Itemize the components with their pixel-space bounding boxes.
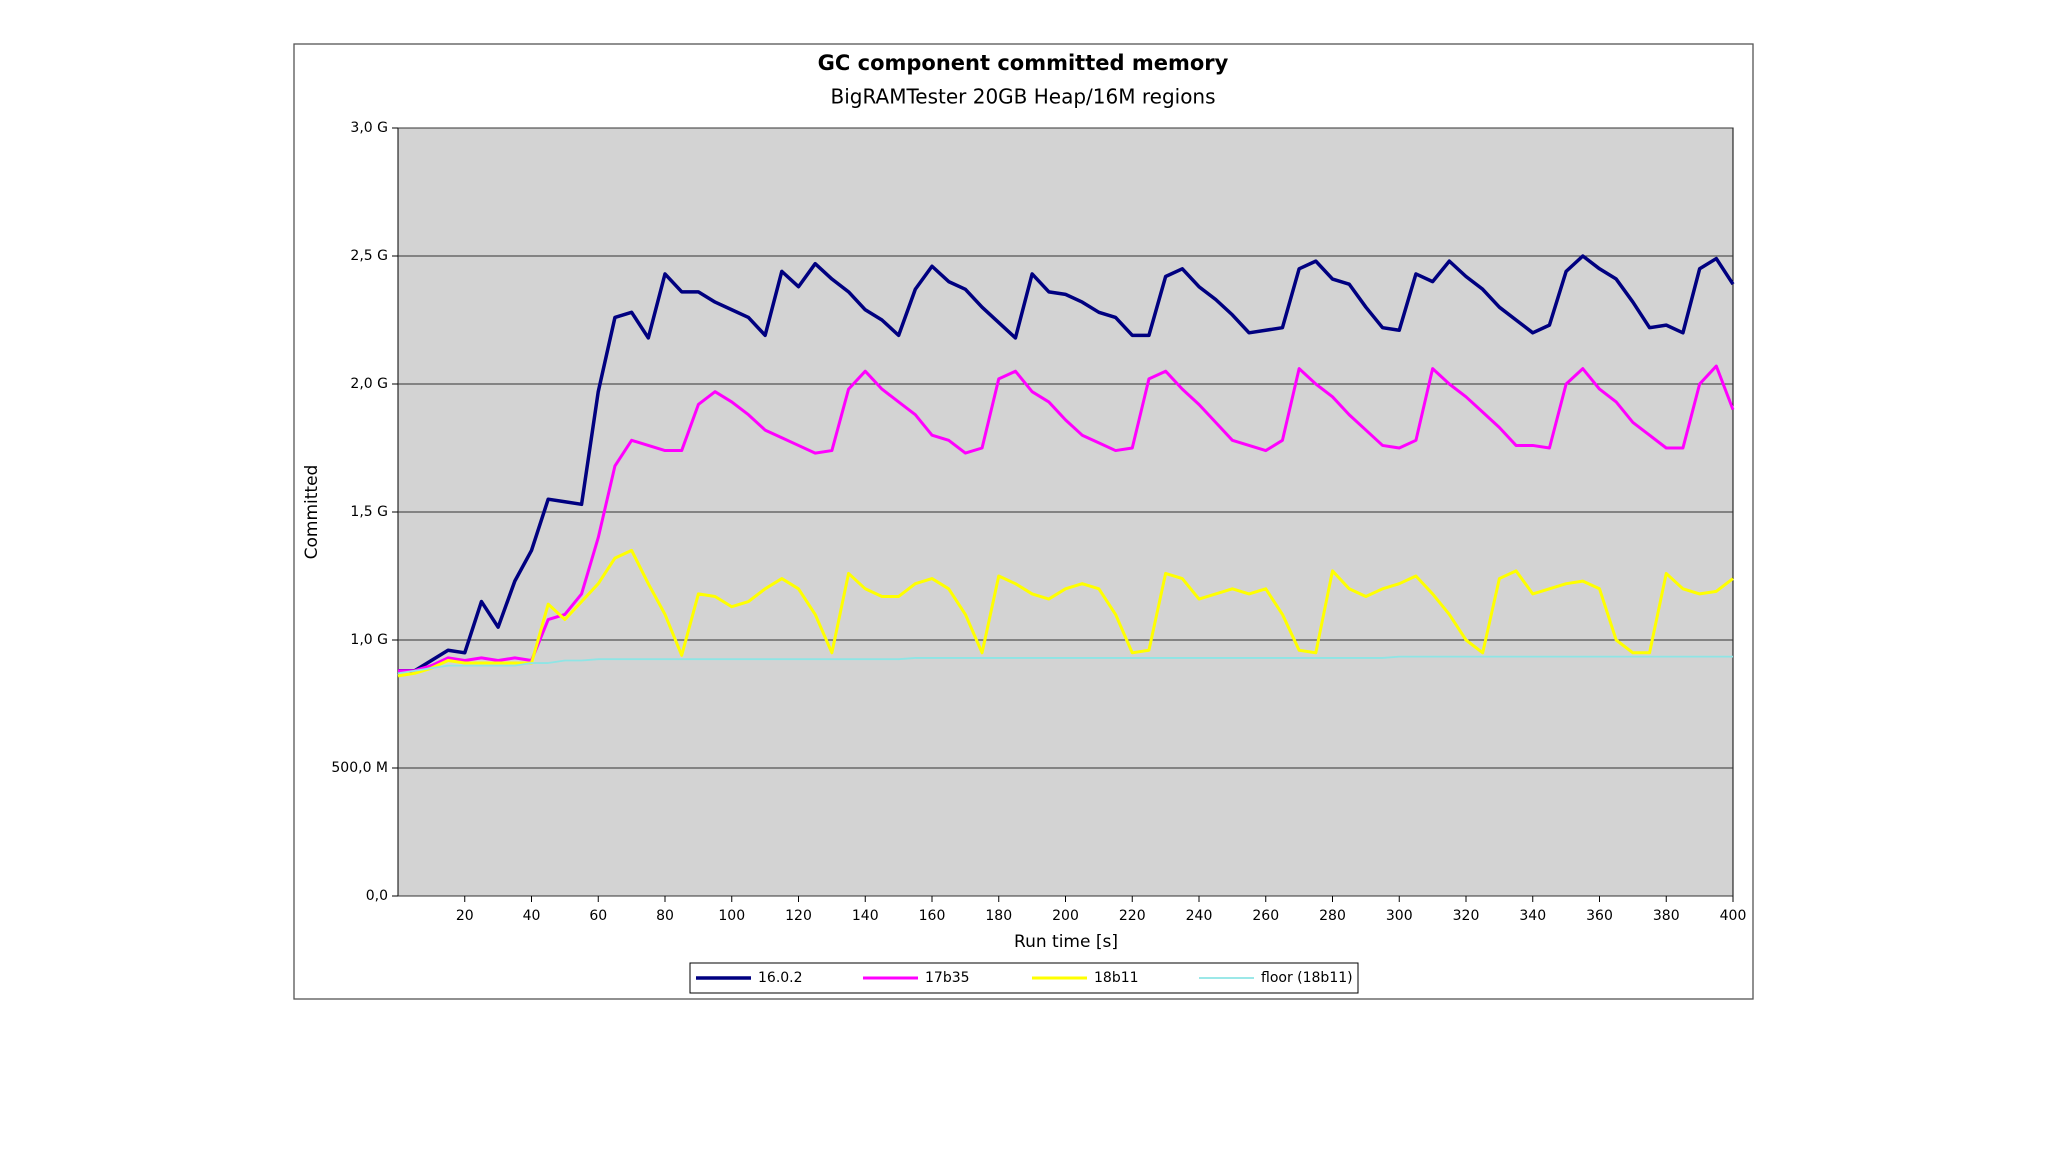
y-axis-label: Committed (302, 465, 322, 560)
x-tick-label: 140 (852, 908, 879, 924)
x-axis-label: Run time [s] (1014, 932, 1118, 952)
x-tick-label: 180 (985, 908, 1012, 924)
x-tick-label: 160 (919, 908, 946, 924)
x-tick-label: 100 (718, 908, 745, 924)
chart-title: GC component committed memory (818, 51, 1229, 75)
x-tick-label: 240 (1186, 908, 1213, 924)
x-tick-label: 300 (1386, 908, 1413, 924)
y-tick-label: 3,0 G (350, 120, 388, 136)
y-tick-label: 500,0 M (331, 760, 388, 776)
y-tick-label: 2,0 G (350, 376, 388, 392)
x-tick-label: 340 (1519, 908, 1546, 924)
series-line (398, 254, 1735, 673)
legend-label: 17b35 (925, 970, 970, 986)
series-line (397, 655, 1733, 675)
x-tick-label: 400 (1720, 908, 1747, 924)
y-tick-label: 1,5 G (350, 504, 388, 520)
x-tick-label: 60 (589, 908, 607, 924)
chart-subtitle: BigRAMTester 20GB Heap/16M regions (830, 85, 1215, 109)
x-tick-label: 220 (1119, 908, 1146, 924)
y-tick-label: 2,5 G (350, 248, 388, 264)
x-tick-label: 360 (1586, 908, 1613, 924)
x-tick-label: 20 (456, 908, 474, 924)
x-tick-label: 80 (656, 908, 674, 924)
x-tick-label: 320 (1453, 908, 1480, 924)
legend-label: floor (18b11) (1261, 970, 1353, 986)
x-tick-label: 380 (1653, 908, 1680, 924)
x-tick-label: 260 (1252, 908, 1279, 924)
legend-label: 16.0.2 (758, 970, 803, 986)
y-tick-label: 1,0 G (350, 632, 388, 648)
series-line (398, 364, 1735, 673)
x-tick-label: 120 (785, 908, 812, 924)
x-tick-label: 40 (523, 908, 541, 924)
legend-label: 18b11 (1094, 970, 1139, 986)
x-tick-label: 200 (1052, 908, 1079, 924)
y-tick-label: 0,0 (366, 888, 388, 904)
x-tick-label: 280 (1319, 908, 1346, 924)
series-line (397, 548, 1734, 678)
